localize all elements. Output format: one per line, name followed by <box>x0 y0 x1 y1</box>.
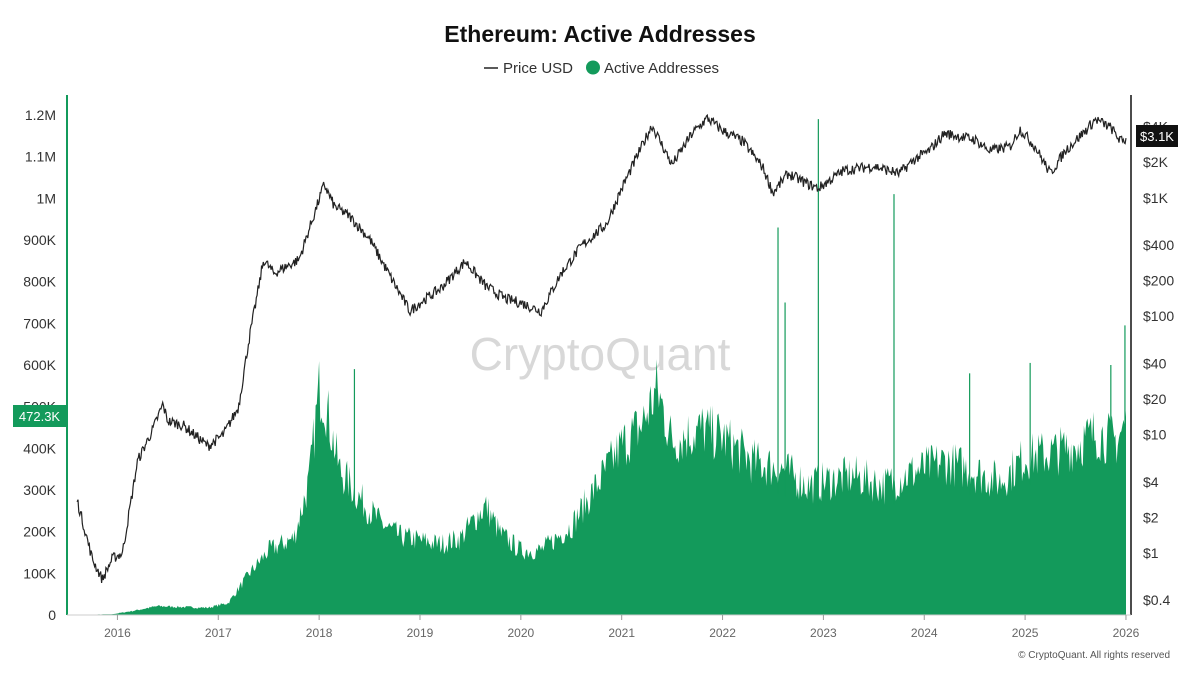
right-axis-tick-label: $100 <box>1143 308 1174 324</box>
right-axis-tick-label: $1 <box>1143 545 1159 561</box>
price-usd-line <box>76 113 1127 583</box>
copyright-text: © CryptoQuant. All rights reserved <box>1018 650 1170 661</box>
left-axis-tick-label: 100K <box>23 565 56 581</box>
legend-price-label: Price USD <box>503 60 573 77</box>
x-axis-tick-label: 2019 <box>407 626 434 640</box>
price-badge-bg <box>1136 125 1178 147</box>
right-axis-tick-label: $40 <box>1143 355 1167 371</box>
right-axis-tick-label: $2 <box>1143 509 1159 525</box>
x-axis-tick-label: 2018 <box>306 626 333 640</box>
active-addresses-area-fill <box>75 359 1127 615</box>
right-axis-tick-label: $1K <box>1143 190 1169 206</box>
right-axis-tick-label: $4 <box>1143 474 1159 490</box>
x-axis-tick-label: 2017 <box>205 626 232 640</box>
right-axis-tick-label: $0.4 <box>1143 592 1170 608</box>
right-axis-tick-label: $400 <box>1143 237 1174 253</box>
right-axis-tick-label: $200 <box>1143 273 1174 289</box>
price-value-badge: $3.1K <box>1136 125 1178 147</box>
left-axis-tick-label: 400K <box>23 440 56 456</box>
left-axis-tick-label: 1M <box>37 190 56 206</box>
x-axis-tick-label: 2025 <box>1012 626 1039 640</box>
left-axis-tick-label: 1.2M <box>25 107 56 123</box>
addresses-badge-bg <box>13 405 66 427</box>
addresses-value-badge: 472.3K <box>13 405 66 427</box>
right-axis-tick-label: $20 <box>1143 391 1167 407</box>
left-axis-tick-label: 0 <box>48 607 56 623</box>
x-axis-tick-label: 2016 <box>104 626 131 640</box>
left-axis-tick-label: 200K <box>23 524 56 540</box>
price-badge-text: $3.1K <box>1140 129 1174 144</box>
left-axis-tick-label: 600K <box>23 357 56 373</box>
legend: Price USD Active Addresses <box>484 60 719 77</box>
x-axis-tick-label: 2022 <box>709 626 736 640</box>
x-axis-tick-label: 2024 <box>911 626 938 640</box>
left-axis-tick-label: 900K <box>23 232 56 248</box>
right-axis-tick-label: $2K <box>1143 154 1169 170</box>
chart-title: Ethereum: Active Addresses <box>444 21 755 47</box>
left-axis-tick-label: 700K <box>23 315 56 331</box>
legend-addresses-label: Active Addresses <box>604 60 719 77</box>
x-axis-tick-label: 2021 <box>608 626 635 640</box>
watermark: CryptoQuant <box>470 328 731 380</box>
x-axis-ticks: 2016 2017 2018 2019 2020 2021 2022 2023 2024 2025… <box>104 615 1140 640</box>
x-axis-tick-label: 2020 <box>507 626 534 640</box>
right-axis-tick-label: $10 <box>1143 427 1167 443</box>
x-axis-tick-label: 2023 <box>810 626 837 640</box>
x-axis-tick-label: 2026 <box>1113 626 1140 640</box>
left-axis-tick-label: 300K <box>23 482 56 498</box>
legend-addresses-dot-icon <box>586 60 600 75</box>
price-series <box>76 113 1127 583</box>
active-addresses-area <box>75 119 1127 615</box>
left-axis-tick-label: 1.1M <box>25 149 56 165</box>
left-axis-tick-label: 800K <box>23 274 56 290</box>
right-axis-ticks: $0.4$1$2$4$10$20$40$100$200$400$1K$2K$4K <box>1143 118 1174 608</box>
addresses-badge-text: 472.3K <box>19 409 61 424</box>
left-axis-ticks: 0100K200K300K400K500K600K700K800K900K1M1… <box>23 107 56 623</box>
